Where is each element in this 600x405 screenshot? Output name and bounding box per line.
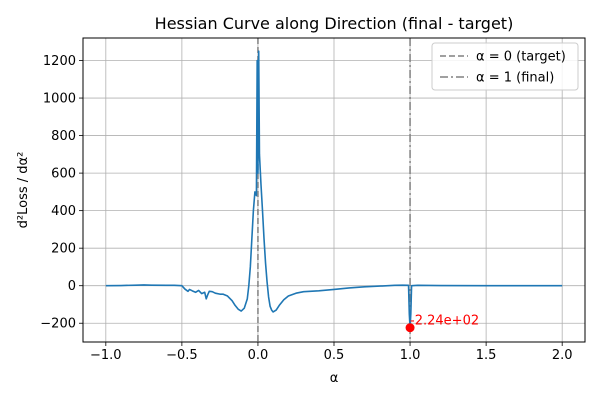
min-marker-point	[405, 323, 415, 333]
legend-entry-label: α = 0 (target)	[476, 50, 566, 65]
y-tick-label: 800	[51, 129, 76, 144]
y-tick-label: −200	[40, 317, 76, 332]
chart-title: Hessian Curve along Direction (final - t…	[155, 14, 514, 33]
x-axis-label: α	[330, 371, 339, 386]
data-series	[105, 50, 563, 329]
x-tick-label: −0.5	[166, 348, 198, 363]
legend: α = 0 (target) α = 1 (final)	[431, 42, 579, 91]
y-tick-label: 1200	[43, 54, 76, 69]
plot-frame	[82, 37, 586, 343]
x-tick-label: 0.5	[324, 348, 345, 363]
y-tick-label: 1000	[43, 92, 76, 107]
legend-box	[431, 42, 579, 91]
x-tick-label: 1.0	[400, 348, 421, 363]
y-tick-label: 400	[51, 204, 76, 219]
hessian-curve-line	[105, 50, 563, 329]
legend-entry-label: α = 1 (final)	[476, 71, 554, 86]
x-tick-label: 2.0	[552, 348, 573, 363]
y-tick-label: 0	[68, 279, 76, 294]
axis-ticks: −1.0 −0.5 0.0 0.5 1.0 1.5 2.0 −200 0 200 400 600 800…	[40, 54, 572, 363]
min-marker-label: -2.24e+02	[410, 314, 479, 329]
marker-layer: -2.24e+02	[405, 314, 479, 333]
x-tick-label: 0.0	[248, 348, 269, 363]
y-tick-label: 600	[51, 167, 76, 182]
x-tick-label: −1.0	[90, 348, 122, 363]
x-tick-label: 1.5	[476, 348, 497, 363]
y-tick-label: 200	[51, 242, 76, 257]
y-axis-label: d²Loss / dα²	[16, 152, 31, 229]
